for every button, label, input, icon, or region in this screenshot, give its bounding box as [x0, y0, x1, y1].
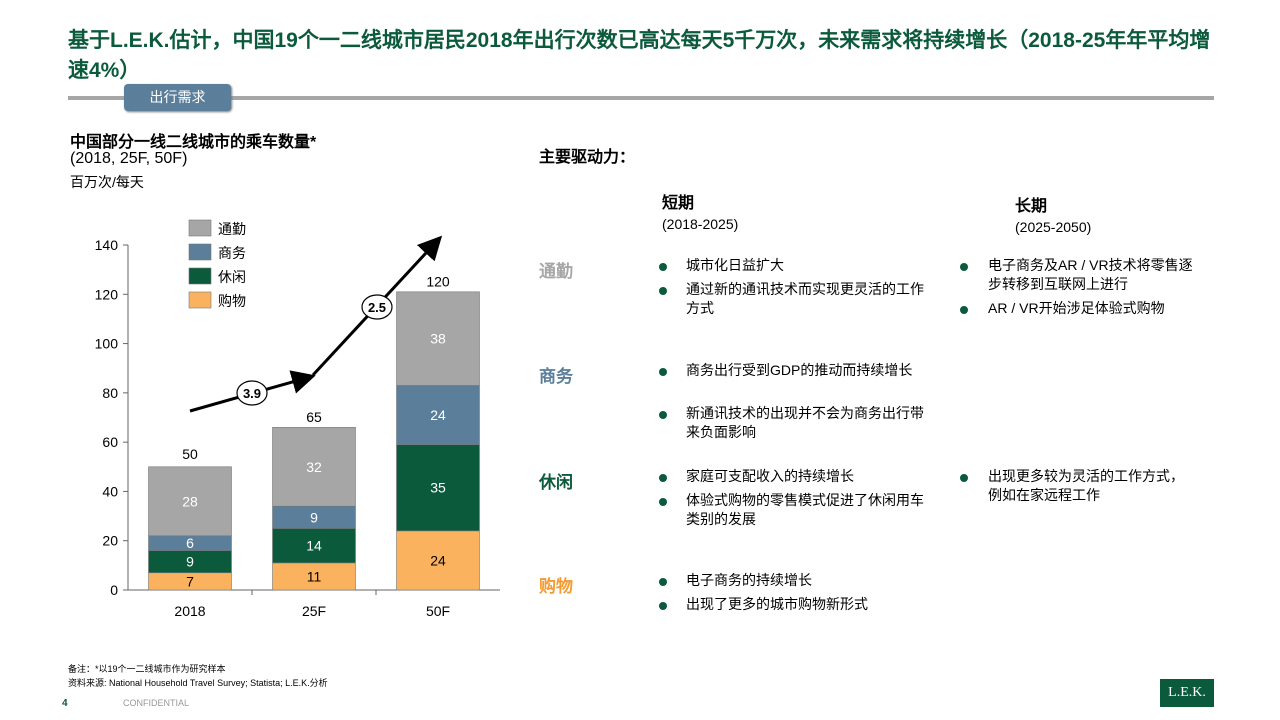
driver-bullet-text: 家庭可支配收入的持续增长	[686, 468, 854, 484]
bar-segment	[272, 427, 356, 507]
y-tick-label: 0	[110, 582, 118, 598]
footnote: 备注：*以19个一二线城市作为研究样本	[68, 664, 226, 674]
cagr-label: 3.9	[243, 386, 261, 401]
bar-segment	[396, 444, 480, 532]
stacked-bar-chart: 0 20 40 60 80 100 120 140 7 9 6 28 50 2018 11 14 9 32 65 25…	[95, 219, 500, 619]
legend-swatch	[188, 267, 212, 285]
legend-label: 休闲	[218, 269, 246, 285]
driver-bullet-text: AR / VR开始涉足体验式购物	[988, 300, 1165, 316]
short-term-header: 短期	[662, 195, 695, 212]
driver-bullet-text: 出现更多较为灵活的工作方式，例如在家远程工作	[988, 468, 1184, 503]
driver-bullet-text: 电子商务及AR / VR技术将零售逐步转移到互联网上进行	[988, 257, 1193, 292]
bullet-icon	[659, 411, 667, 419]
driver-bullet-text: 通过新的通讯技术而实现更灵活的工作方式	[686, 281, 924, 316]
total-label: 50	[182, 446, 198, 462]
segment-label: 9	[310, 509, 318, 525]
y-tick-label: 140	[95, 237, 119, 253]
legend-swatch	[188, 243, 212, 261]
cagr-label: 2.5	[368, 300, 386, 315]
lek-logo: L.E.K.	[1160, 679, 1214, 707]
segment-label: 38	[430, 331, 446, 347]
y-tick-label: 80	[102, 385, 118, 401]
driver-row-label: 商务	[539, 367, 573, 386]
bar-segment	[148, 466, 232, 537]
bar-segment	[396, 291, 480, 386]
driver-bullet-text: 出现了更多的城市购物新形式	[686, 596, 868, 612]
bullet-icon	[659, 287, 667, 295]
bullet-icon	[960, 263, 968, 271]
total-label: 120	[426, 273, 450, 289]
drivers-heading: 主要驱动力：	[539, 149, 636, 166]
chart-unit: 百万次/每天	[70, 174, 144, 190]
bullet-icon	[960, 306, 968, 314]
driver-row-label: 购物	[539, 577, 573, 596]
bar-segment	[396, 530, 480, 591]
x-tick-label: 2018	[174, 603, 205, 619]
segment-label: 11	[307, 568, 322, 584]
y-tick-label: 60	[102, 434, 118, 450]
segment-label: 35	[430, 480, 446, 496]
long-term-header: 长期	[1015, 198, 1048, 215]
y-tick-label: 40	[102, 483, 118, 499]
bullet-icon	[659, 498, 667, 506]
legend-swatch	[188, 219, 212, 237]
short-term-period: (2018-2025)	[662, 216, 739, 232]
driver-row-label: 休闲	[539, 473, 573, 492]
driver-bullet-text: 城市化日益扩大	[686, 257, 784, 273]
y-tick-label: 100	[95, 336, 119, 352]
legend-label: 通勤	[218, 221, 246, 237]
segment-label: 6	[186, 535, 194, 551]
driver-bullet-text: 新通讯技术的出现并不会为商务出行带来负面影响	[686, 405, 924, 440]
bar-segment	[272, 562, 356, 591]
legend-swatch	[188, 291, 212, 309]
driver-bullet-text: 电子商务的持续增长	[686, 572, 812, 588]
slide-title: 基于L.E.K.估计，中国19个一二线城市居民2018年出行次数已高达每天5千万…	[68, 29, 1211, 82]
cagr-badge	[236, 380, 268, 406]
y-tick-label: 20	[102, 533, 118, 549]
segment-label: 28	[182, 493, 198, 509]
long-term-period: (2025-2050)	[1015, 219, 1092, 235]
segment-label: 24	[430, 552, 446, 568]
source: 资料来源: National Household Travel Survey; …	[68, 678, 328, 688]
x-tick-label: 25F	[302, 603, 326, 619]
driver-row-label: 通勤	[539, 262, 573, 281]
segment-label: 24	[430, 407, 446, 423]
y-tick-label: 120	[95, 286, 119, 302]
chart-subtitle: (2018, 25F, 50F)	[70, 150, 188, 167]
segment-label: 7	[186, 573, 194, 589]
driver-bullet-text: 商务出行受到GDP的推动而持续增长	[686, 362, 913, 378]
confidential-label: CONFIDENTIAL	[123, 698, 190, 708]
legend-label: 商务	[218, 245, 246, 261]
bullet-icon	[659, 368, 667, 376]
bar-segment	[396, 385, 480, 445]
section-tag: 出行需求	[124, 84, 231, 111]
segment-label: 14	[306, 538, 322, 554]
bullet-icon	[659, 578, 667, 586]
x-tick-label: 50F	[426, 603, 450, 619]
page-number: 4	[62, 698, 68, 709]
segment-label: 32	[306, 459, 322, 475]
bullet-icon	[659, 474, 667, 482]
bullet-icon	[659, 263, 667, 271]
divider	[68, 96, 1214, 100]
cagr-badge	[361, 294, 393, 320]
legend-label: 购物	[218, 293, 246, 309]
total-label: 65	[306, 409, 322, 425]
bullet-icon	[960, 474, 968, 482]
bullet-icon	[659, 602, 667, 610]
driver-bullet-text: 体验式购物的零售模式促进了休闲用车类别的发展	[686, 492, 924, 527]
chart-title: 中国部分一线二线城市的乘车数量*	[70, 134, 317, 151]
segment-label: 9	[186, 554, 194, 570]
